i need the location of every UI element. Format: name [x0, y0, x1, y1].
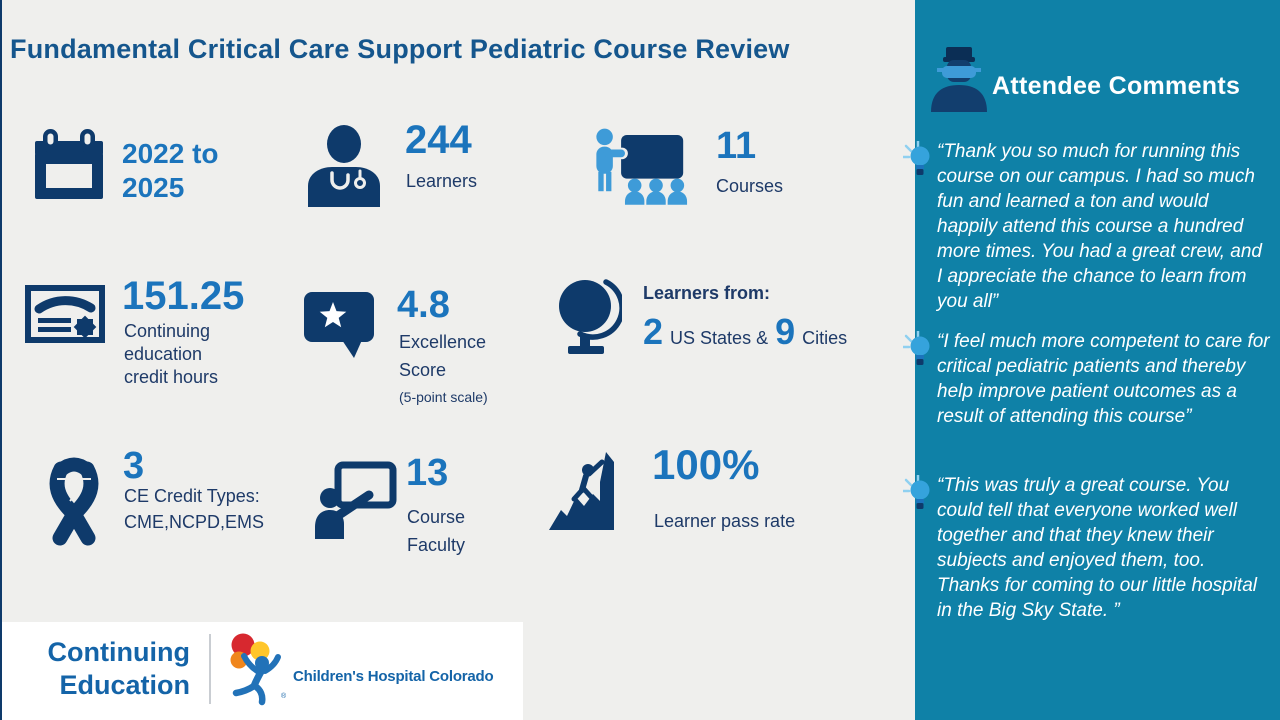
classroom-presentation-icon: [596, 128, 688, 205]
stat-learners-label: Learners: [406, 171, 478, 191]
quote-item: “This was truly a great course. You coul…: [903, 473, 1271, 623]
quote-text: “This was truly a great course. You coul…: [937, 475, 1257, 621]
stat-faculty-value: 13: [406, 452, 449, 494]
masked-clinician-icon: [931, 47, 987, 112]
org-line1: Continuing: [47, 637, 190, 667]
lightbulb-icon: [903, 331, 930, 365]
attendee-comments-panel: [915, 0, 1280, 720]
stat-excellence-value: 4.8: [397, 284, 450, 326]
quote-text: “Thank you so much for running this cour…: [937, 141, 1262, 312]
stat-credit-hours-label-1: Continuing: [124, 321, 211, 341]
stat-years-line1: 2022 to: [122, 138, 219, 169]
stat-credit-hours-label-3: credit hours: [124, 367, 219, 387]
instructor-whiteboard-icon: [315, 461, 397, 539]
stat-credit-types-value: 3: [123, 445, 145, 487]
stat-credit-types-label-1: CE Credit Types:: [124, 486, 260, 506]
logo-divider: [209, 634, 211, 704]
quote-item: “Thank you so much for running this cour…: [903, 139, 1271, 314]
stat-excellence-sublabel: (5-point scale): [399, 389, 488, 405]
lightbulb-icon: [903, 475, 930, 509]
stat-cities-value: 9: [775, 311, 796, 352]
stat-courses-value: 11: [716, 125, 757, 167]
stat-cities-label: Cities: [802, 328, 848, 348]
left-edge-accent: [0, 0, 2, 720]
ribbon-icon: [49, 457, 99, 546]
page-title: Fundamental Critical Care Support Pediat…: [10, 34, 790, 64]
stat-geography-row: 2 US States & 9 Cities: [643, 314, 847, 350]
stat-faculty-label-2: Faculty: [407, 535, 466, 555]
stat-credit-hours-value: 151.25: [122, 274, 245, 318]
comments-heading: Attendee Comments: [992, 72, 1241, 100]
stat-years-line2: 2025: [122, 172, 185, 203]
stat-courses-label: Courses: [716, 176, 784, 196]
star-comment-icon: [304, 292, 374, 358]
hospital-name: Children's Hospital Colorado: [293, 668, 494, 685]
quote-text: “I feel much more competent to care for …: [937, 331, 1270, 427]
stat-states-value: 2: [643, 311, 664, 352]
registered-trademark: ®: [281, 693, 287, 700]
mountain-climber-icon: [549, 452, 614, 530]
lightbulb-icon: [903, 141, 930, 175]
stat-credit-hours-label-2: education: [124, 344, 203, 364]
doctor-icon: [308, 125, 380, 207]
continuing-education-wordmark: Continuing Education: [15, 636, 190, 702]
stat-excellence-label-1: Excellence: [399, 332, 487, 352]
quote-item: “I feel much more competent to care for …: [903, 329, 1271, 429]
stat-learners-value: 244: [405, 118, 472, 162]
globe-icon: [559, 279, 622, 354]
jumping-child-logo-icon: [230, 633, 281, 706]
stat-excellence-label-2: Score: [399, 360, 447, 380]
stat-pass-rate-label: Learner pass rate: [654, 511, 796, 531]
stat-pass-rate-value: 100%: [652, 441, 760, 488]
stat-geography-heading: Learners from:: [643, 283, 771, 303]
certificate-icon: [25, 285, 105, 343]
calendar-icon: [35, 129, 103, 199]
org-line2: Education: [59, 670, 190, 700]
stat-faculty-label-1: Course: [407, 507, 466, 527]
stat-credit-types-label-2: CME,NCPD,EMS: [124, 512, 265, 532]
stat-states-label: US States &: [670, 328, 769, 348]
